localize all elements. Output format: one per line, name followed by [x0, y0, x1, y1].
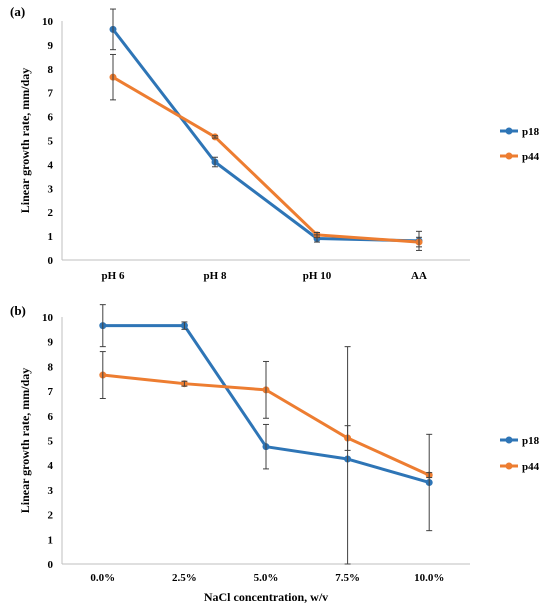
- error-bar-p18: [181, 321, 188, 330]
- y-tick-label: 8: [48, 64, 54, 76]
- error-bar-p44: [99, 351, 106, 400]
- x-axis-title: NaCl concentration, w/v: [204, 590, 328, 604]
- legend-swatch-marker: [505, 127, 513, 135]
- y-tick-label: 0: [48, 255, 54, 267]
- y-tick-label: 5: [48, 136, 54, 148]
- y-tick-label: 1: [48, 534, 54, 546]
- x-tick-label: 5.0%: [254, 572, 279, 584]
- legend-label: p44: [522, 461, 540, 473]
- x-tick-label: 10.0%: [414, 572, 444, 584]
- y-tick-label: 6: [48, 411, 54, 423]
- error-bar-p44: [110, 53, 116, 101]
- error-bar-p18: [344, 346, 351, 565]
- y-tick-label: 2: [48, 207, 54, 219]
- legend-swatch-marker: [505, 436, 513, 444]
- y-tick-label: 0: [48, 559, 54, 571]
- x-tick-label: AA: [411, 270, 427, 282]
- panel-label: (b): [10, 303, 26, 318]
- x-tick-label: 0.0%: [90, 572, 115, 584]
- error-bar-p44: [263, 360, 269, 419]
- error-bar-p44: [426, 472, 433, 479]
- error-bar-p44: [344, 425, 351, 451]
- series-line-p18: [111, 28, 420, 243]
- y-tick-label: 9: [48, 337, 54, 349]
- legend-swatch-marker: [505, 462, 513, 470]
- legend-label: p44: [522, 151, 540, 163]
- legend-item-p44: p44: [500, 151, 540, 163]
- y-tick-label: 4: [48, 460, 54, 472]
- series-line-p44: [112, 75, 420, 244]
- legend-item-p18: p18: [500, 126, 540, 138]
- x-tick-label: pH 6: [102, 270, 125, 282]
- y-tick-label: 1: [48, 231, 54, 243]
- legend-label: p18: [522, 126, 540, 138]
- x-tick-label: 7.5%: [335, 572, 360, 584]
- chart-panel-a: (a) 0 1 2 3 4 5 6 7 8 9 10 pH 6 pH 8 pH 10 AA Linear gro…: [10, 4, 540, 282]
- y-tick-label: 10: [42, 312, 54, 324]
- error-bar-p18: [426, 433, 433, 532]
- y-tick-label: 9: [48, 40, 54, 52]
- legend-item-p44: p44: [500, 461, 540, 473]
- error-bar-p44: [416, 236, 422, 248]
- y-tick-label: 3: [48, 485, 54, 497]
- y-axis-title: Linear growth rate, mm/day: [18, 68, 32, 214]
- legend-item-p18: p18: [500, 435, 540, 447]
- error-bar-p18: [99, 304, 106, 348]
- error-bar-p18: [212, 156, 218, 168]
- error-bar-p44: [314, 232, 320, 238]
- y-tick-label: 8: [48, 361, 54, 373]
- y-tick-label: 2: [48, 510, 54, 522]
- y-tick-label: 7: [48, 386, 54, 398]
- legend-swatch-marker: [505, 152, 513, 160]
- y-tick-label: 6: [48, 112, 54, 124]
- chart-panel-b: (b) 0 1 2 3 4 5 6 7 8 9 10 0.0% 2.5% 5.0% 7.5% 10.0% Line…: [10, 303, 540, 604]
- y-tick-label: 7: [48, 88, 54, 100]
- panel-label: (a): [10, 4, 25, 19]
- y-tick-label: 10: [42, 16, 54, 28]
- y-tick-label: 3: [48, 183, 54, 195]
- x-tick-label: pH 10: [303, 270, 332, 282]
- x-tick-label: 2.5%: [172, 572, 197, 584]
- legend-label: p18: [522, 435, 540, 447]
- error-bar-p44: [212, 135, 218, 139]
- y-tick-label: 5: [48, 436, 54, 448]
- y-tick-label: 4: [48, 159, 54, 171]
- error-bar-p18: [110, 8, 116, 51]
- x-tick-label: pH 8: [204, 270, 227, 282]
- error-bar-p44: [181, 380, 188, 387]
- y-axis-title: Linear growth rate, mm/day: [18, 368, 32, 514]
- error-bar-p18: [263, 423, 269, 470]
